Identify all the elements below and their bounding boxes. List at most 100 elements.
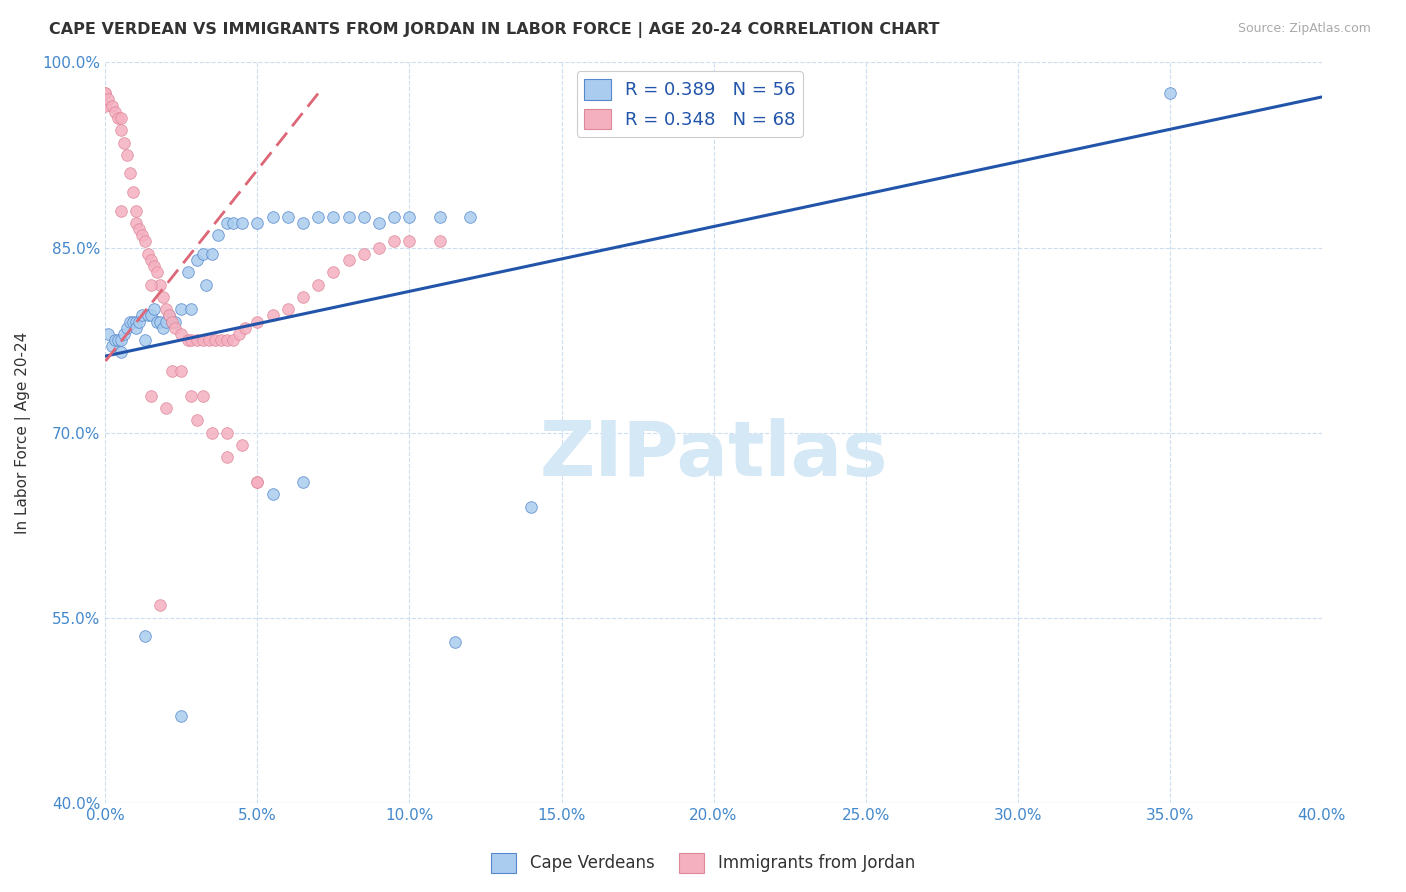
- Point: [262, 210, 284, 224]
- Point: [307, 277, 329, 292]
- Point: [277, 302, 299, 317]
- Point: [1159, 87, 1181, 101]
- Point: [170, 364, 193, 378]
- Point: [170, 302, 193, 317]
- Point: [155, 302, 177, 317]
- Point: [398, 235, 420, 249]
- Point: [128, 222, 150, 236]
- Point: [191, 246, 214, 260]
- Point: [353, 210, 375, 224]
- Point: [246, 475, 269, 489]
- Point: [368, 241, 391, 255]
- Point: [180, 333, 202, 347]
- Point: [107, 333, 129, 347]
- Point: [201, 246, 224, 260]
- Point: [231, 438, 253, 452]
- Point: [125, 320, 148, 334]
- Point: [149, 599, 172, 613]
- Point: [125, 203, 148, 218]
- Point: [186, 333, 208, 347]
- Point: [121, 315, 143, 329]
- Point: [115, 320, 138, 334]
- Point: [139, 309, 162, 323]
- Point: [134, 235, 156, 249]
- Point: [97, 326, 120, 341]
- Point: [112, 326, 135, 341]
- Point: [152, 320, 174, 334]
- Point: [128, 315, 150, 329]
- Point: [118, 166, 141, 180]
- Point: [246, 216, 269, 230]
- Point: [110, 203, 132, 218]
- Point: [125, 315, 148, 329]
- Point: [186, 413, 208, 427]
- Point: [322, 210, 344, 224]
- Point: [429, 210, 451, 224]
- Point: [136, 246, 159, 260]
- Point: [131, 309, 153, 323]
- Point: [180, 302, 202, 317]
- Point: [292, 290, 315, 304]
- Point: [155, 401, 177, 415]
- Point: [198, 333, 221, 347]
- Point: [118, 315, 141, 329]
- Legend: Cape Verdeans, Immigrants from Jordan: Cape Verdeans, Immigrants from Jordan: [485, 847, 921, 880]
- Point: [152, 290, 174, 304]
- Point: [176, 265, 198, 279]
- Point: [398, 210, 420, 224]
- Point: [162, 315, 184, 329]
- Point: [134, 629, 156, 643]
- Point: [139, 252, 162, 267]
- Point: [100, 339, 122, 353]
- Point: [231, 216, 253, 230]
- Point: [136, 309, 159, 323]
- Point: [176, 333, 198, 347]
- Point: [429, 235, 451, 249]
- Point: [162, 364, 184, 378]
- Point: [165, 315, 187, 329]
- Point: [180, 389, 202, 403]
- Text: ZIPatlas: ZIPatlas: [540, 417, 887, 491]
- Point: [125, 216, 148, 230]
- Point: [149, 315, 172, 329]
- Point: [277, 210, 299, 224]
- Point: [143, 302, 166, 317]
- Point: [155, 315, 177, 329]
- Point: [107, 111, 129, 125]
- Point: [209, 333, 232, 347]
- Point: [292, 216, 315, 230]
- Point: [157, 309, 180, 323]
- Point: [139, 277, 162, 292]
- Text: Source: ZipAtlas.com: Source: ZipAtlas.com: [1237, 22, 1371, 36]
- Point: [207, 228, 229, 243]
- Point: [191, 389, 214, 403]
- Point: [97, 93, 120, 107]
- Point: [162, 315, 184, 329]
- Point: [110, 333, 132, 347]
- Point: [139, 389, 162, 403]
- Point: [94, 98, 117, 112]
- Point: [94, 87, 117, 101]
- Point: [170, 326, 193, 341]
- Point: [322, 265, 344, 279]
- Point: [115, 148, 138, 162]
- Point: [246, 475, 269, 489]
- Point: [131, 228, 153, 243]
- Point: [103, 333, 125, 347]
- Point: [134, 333, 156, 347]
- Point: [103, 104, 125, 119]
- Point: [204, 333, 226, 347]
- Point: [146, 315, 169, 329]
- Point: [170, 709, 193, 723]
- Text: CAPE VERDEAN VS IMMIGRANTS FROM JORDAN IN LABOR FORCE | AGE 20-24 CORRELATION CH: CAPE VERDEAN VS IMMIGRANTS FROM JORDAN I…: [49, 22, 939, 38]
- Legend: R = 0.389   N = 56, R = 0.348   N = 68: R = 0.389 N = 56, R = 0.348 N = 68: [576, 71, 803, 136]
- Point: [222, 216, 245, 230]
- Point: [262, 309, 284, 323]
- Point: [112, 136, 135, 150]
- Point: [233, 320, 256, 334]
- Point: [121, 185, 143, 199]
- Point: [222, 333, 245, 347]
- Y-axis label: In Labor Force | Age 20-24: In Labor Force | Age 20-24: [15, 332, 31, 533]
- Point: [157, 309, 180, 323]
- Point: [292, 475, 315, 489]
